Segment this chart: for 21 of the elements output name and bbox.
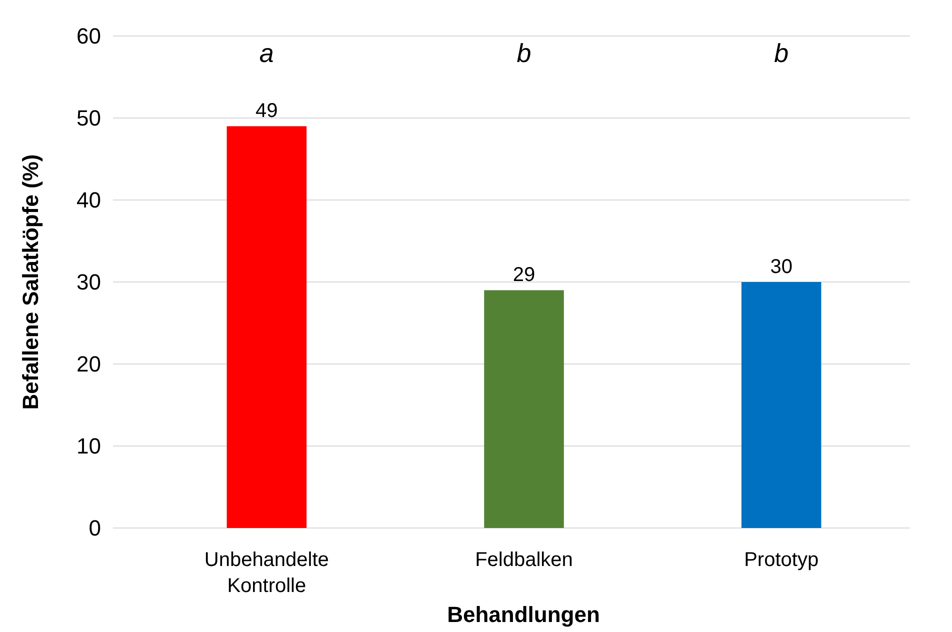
x-tick-label: Unbehandelte Kontrolle <box>204 549 329 597</box>
annotation: b <box>774 38 789 68</box>
annotation: a <box>259 38 274 68</box>
x-tick-label: Feldbalken <box>475 549 573 571</box>
bar <box>226 126 307 528</box>
bar <box>484 290 564 528</box>
y-tick-label: 60 <box>76 24 101 49</box>
y-tick-label: 30 <box>76 270 101 295</box>
bar <box>741 282 822 528</box>
x-tick-label: Prototyp <box>744 549 819 571</box>
data-label: 30 <box>770 256 792 278</box>
y-tick-label: 10 <box>76 434 101 459</box>
y-tick-label: 20 <box>76 352 101 377</box>
y-tick-label: 50 <box>76 106 101 131</box>
x-axis-title: Behandlungen <box>447 602 600 627</box>
y-tick-label: 0 <box>88 516 101 541</box>
data-label: 49 <box>256 100 278 122</box>
y-tick-label: 40 <box>76 188 101 213</box>
y-axis-title: Befallene Salatköpfe (%) <box>18 154 43 410</box>
annotation: b <box>516 38 532 68</box>
data-label: 29 <box>512 264 536 286</box>
